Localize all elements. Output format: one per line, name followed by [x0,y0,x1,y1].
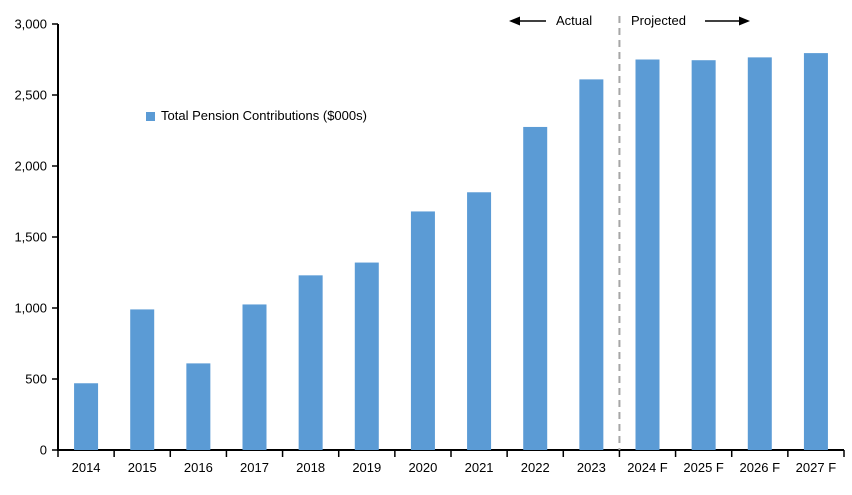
legend-swatch-icon [146,111,155,121]
legend: Total Pension Contributions ($000s) [146,108,367,124]
y-axis-tick-label: 1,500 [14,230,47,245]
bar-2022 [523,126,548,450]
x-axis-tick-label: 2014 [72,460,101,475]
y-axis-tick-label: 1,000 [14,301,47,316]
y-axis-tick-label: 3,000 [14,17,47,32]
bar-2016 [186,363,211,450]
arrow-left-icon [509,16,546,26]
bar-2015 [130,309,155,450]
x-axis-tick-label: 2020 [408,460,437,475]
x-axis-tick-label: 2022 [521,460,550,475]
bar-2025-f [691,60,716,451]
projected-label: Projected [631,13,686,28]
y-axis-tick-label: 0 [40,443,47,458]
x-axis-tick-label: 2016 [184,460,213,475]
bar-2026-f [747,57,772,451]
x-axis-tick-label: 2025 F [683,460,724,475]
arrow-right-icon [705,16,750,26]
legend-label: Total Pension Contributions ($000s) [161,108,367,123]
y-axis-tick-label: 2,500 [14,88,47,103]
y-axis-tick-label: 2,000 [14,159,47,174]
x-axis-tick-label: 2026 F [740,460,781,475]
bar-2021 [467,192,492,450]
x-axis-tick-label: 2021 [465,460,494,475]
bar-2019 [354,262,379,450]
bar-2027-f [803,53,828,451]
x-axis-tick-label: 2019 [352,460,381,475]
bar-2014 [74,383,99,450]
bar-2020 [410,211,435,450]
x-axis-tick-label: 2018 [296,460,325,475]
x-axis-tick-label: 2015 [128,460,157,475]
bar-2018 [298,275,323,450]
actual-label: Actual [556,13,593,28]
x-axis-tick-label: 2023 [577,460,606,475]
x-axis-tick-label: 2027 F [796,460,837,475]
x-axis-tick-label: 2024 F [627,460,668,475]
bar-2023 [579,79,604,450]
bar-2017 [242,304,267,450]
bar-2024-f [635,59,660,450]
y-axis-tick-label: 500 [25,372,47,387]
x-axis-tick-label: 2017 [240,460,269,475]
